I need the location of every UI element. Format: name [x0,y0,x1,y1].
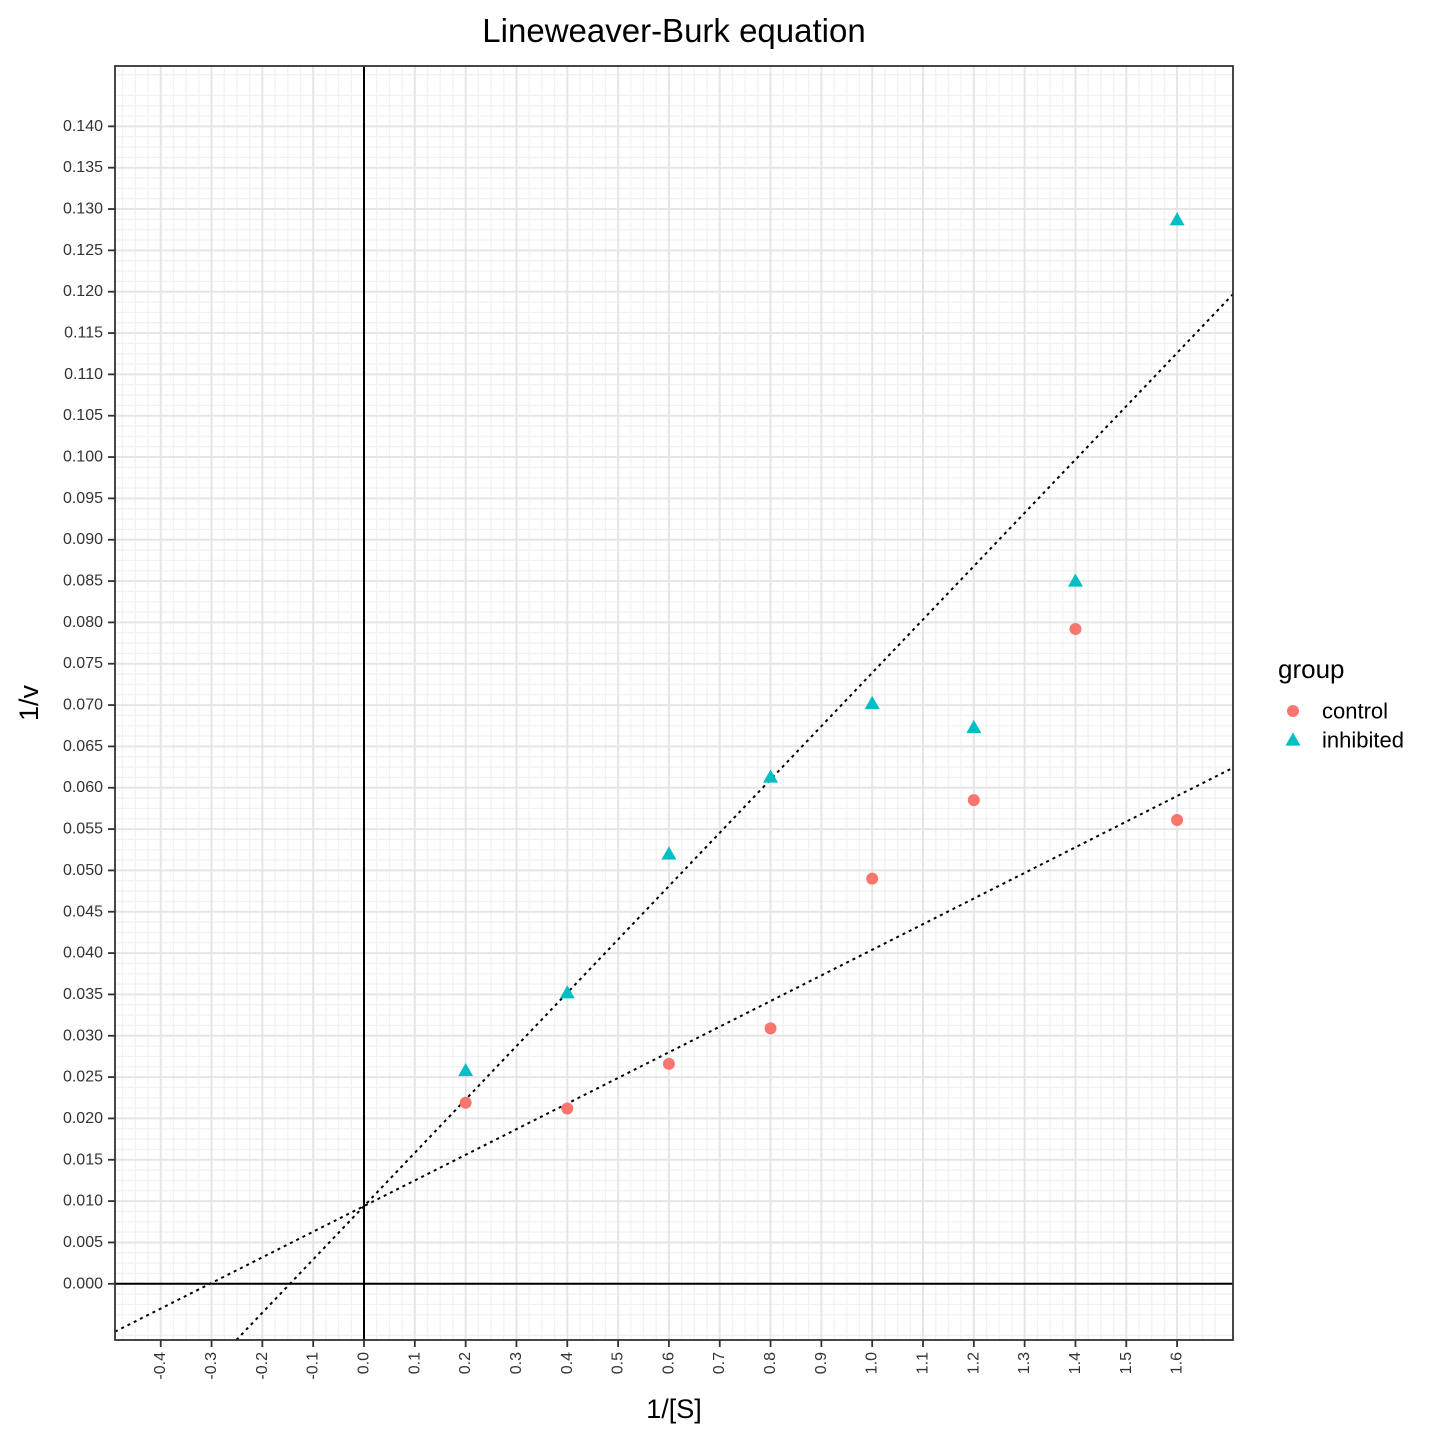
y-tick-label: 0.035 [63,986,103,1003]
x-tick-label: 1.5 [1118,1352,1135,1374]
fit-line-control [114,766,1234,1333]
y-tick-label: 0.050 [63,862,103,879]
x-tick-label: -0.4 [152,1352,169,1380]
x-tick-label: -0.2 [254,1352,271,1380]
y-tick-label: 0.055 [63,821,103,838]
inhibited-point [966,719,982,734]
x-tick-label: 0.5 [610,1352,627,1374]
legend-key-inhibited [1285,732,1301,746]
y-tick-label: 0.115 [64,325,103,342]
reference-lines [115,66,1233,1340]
y-tick-label: 0.015 [63,1151,103,1168]
y-tick-label: 0.105 [63,407,103,424]
inhibited-point [1169,212,1185,226]
legend: group control inhibited [1278,654,1404,753]
control-point [764,1022,777,1035]
legend-label-inhibited: inhibited [1322,728,1404,753]
x-tick-label: 0.4 [559,1352,576,1374]
x-axis-ticks: -0.4 -0.3 -0.2 -0.1 0.0 0.1 0.2 0.3 0.4 0.5 0.6 0.7… [152,1340,1186,1380]
y-tick-label: 0.090 [63,531,103,548]
y-tick-label: 0.040 [63,945,103,962]
control-point [1171,813,1184,826]
data-points [458,212,1185,1115]
y-tick-label: 0.140 [63,118,103,135]
grid-lines [115,66,1233,1340]
y-tick-label: 0.100 [63,449,103,466]
x-tick-label: -0.1 [305,1352,322,1380]
x-axis-title: 1/[S] [646,1394,702,1424]
control-point [459,1096,472,1109]
inhibited-point [1067,573,1083,587]
y-tick-label: 0.020 [63,1110,103,1127]
plot-panel [114,65,1234,1341]
inhibited-point [864,695,880,710]
y-tick-label: 0.125 [63,242,103,259]
inhibited-point [661,846,677,860]
x-tick-label: 0.2 [457,1352,474,1374]
x-tick-label: 1.1 [915,1352,932,1374]
y-tick-label: 0.070 [63,697,103,714]
chart-title: Lineweaver-Burk equation [482,12,865,49]
x-tick-label: 0.1 [406,1352,423,1374]
y-tick-label: 0.030 [63,1027,103,1044]
y-tick-label: 0.130 [63,201,103,218]
y-tick-label: 0.025 [63,1069,103,1086]
y-tick-label: 0.120 [63,283,103,300]
plot-panel-border [114,65,1234,1341]
x-tick-label: 0.3 [508,1352,525,1374]
y-tick-label: 0.045 [63,903,103,920]
control-point [662,1057,675,1070]
control-point [866,872,879,885]
x-tick-label: 1.6 [1169,1352,1186,1374]
y-tick-label: 0.065 [63,738,103,755]
y-tick-label: 0.010 [63,1193,103,1210]
control-point [561,1102,574,1115]
control-point [1069,623,1082,636]
control-point [967,794,980,807]
x-tick-label: 1.2 [965,1352,982,1374]
y-tick-label: 0.080 [63,614,103,631]
y-axis-ticks: 0.000 0.005 0.010 0.015 0.020 0.025 0.030 0.035… [63,118,115,1292]
x-tick-label: 0.9 [813,1352,830,1374]
y-tick-label: 0.095 [63,490,103,507]
legend-label-control: control [1322,699,1388,724]
y-tick-label: 0.075 [63,655,103,672]
y-tick-label: 0.135 [63,159,103,176]
x-tick-label: 1.4 [1067,1352,1084,1374]
y-tick-label: 0.085 [63,573,103,590]
legend-key-control [1287,705,1299,717]
y-tick-label: 0.000 [63,1275,103,1292]
fit-line-inhibited [235,293,1234,1341]
x-tick-label: 0.6 [660,1352,677,1374]
x-tick-label: 0.7 [711,1352,728,1374]
inhibited-point [763,769,779,783]
y-axis-title: 1/v [14,684,44,721]
inhibited-point [559,985,575,999]
x-tick-label: 0.0 [356,1352,373,1374]
inhibited-point [458,1062,474,1077]
plot-panel-background [115,66,1233,1340]
fit-lines [114,293,1234,1341]
y-tick-label: 0.060 [63,779,103,796]
legend-title: group [1278,654,1345,684]
x-tick-label: -0.3 [203,1352,220,1380]
x-tick-label: 1.3 [1016,1352,1033,1374]
x-tick-label: 0.8 [762,1352,779,1374]
y-tick-label: 0.005 [63,1234,103,1251]
legend-items: control inhibited [1285,699,1404,753]
x-tick-label: 1.0 [864,1352,881,1374]
y-tick-label: 0.110 [64,366,103,383]
